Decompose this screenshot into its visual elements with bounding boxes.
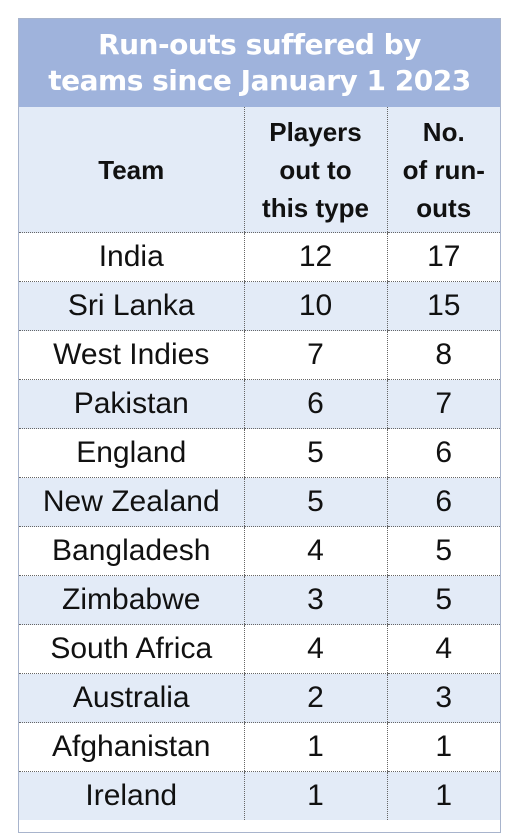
runouts-cell: 6 [386, 428, 500, 478]
runouts-cell: 1 [386, 771, 500, 820]
column-header-players-out-line: this type [262, 192, 369, 223]
team-cell: India [19, 232, 244, 282]
column-header-runouts-line: outs [416, 192, 472, 223]
team-cell: Bangladesh [19, 526, 244, 576]
column-header-players-out: Players out to this type [243, 107, 387, 233]
runouts-cell: 8 [386, 330, 500, 380]
players-out-cell: 4 [243, 624, 387, 674]
runouts-cell: 4 [386, 624, 500, 674]
players-out-cell: 1 [243, 771, 387, 820]
column-header-team-line: Team [98, 154, 165, 185]
table-row: South Africa 4 4 [19, 624, 500, 674]
runouts-cell: 7 [386, 379, 500, 429]
team-cell: Sri Lanka [19, 281, 244, 331]
runouts-cell: 5 [386, 526, 500, 576]
players-out-cell: 4 [243, 526, 387, 576]
players-out-cell: 10 [243, 281, 387, 331]
players-out-cell: 5 [243, 428, 387, 478]
column-header-players-out-line: out to [279, 154, 352, 185]
column-header-runouts: No. of run- outs [386, 107, 500, 233]
runouts-cell: 17 [386, 232, 500, 282]
team-cell: South Africa [19, 624, 244, 674]
table-body: India 12 17 Sri Lanka 10 15 West Indies 7 8 Pakis… [19, 232, 500, 820]
team-cell: England [19, 428, 244, 478]
table-title-line-2: teams since January 1 2023 [48, 64, 471, 97]
table-row: Zimbabwe 3 5 [19, 575, 500, 625]
table-row: Ireland 1 1 [19, 771, 500, 820]
table-row: New Zealand 5 6 [19, 477, 500, 527]
team-cell: Zimbabwe [19, 575, 244, 625]
table-card: Run-outs suffered by teams since January… [18, 18, 501, 833]
column-header-team: Team [19, 107, 244, 233]
table-row: Afghanistan 1 1 [19, 722, 500, 772]
table-title: Run-outs suffered by teams since January… [19, 19, 500, 107]
column-header-players-out-line: Players [269, 116, 362, 147]
team-cell: West Indies [19, 330, 244, 380]
team-cell: Ireland [85, 779, 178, 812]
table-header-row: Team Players out to this type No. of run… [19, 107, 500, 233]
runouts-cell: 1 [386, 722, 500, 772]
column-header-runouts-line: of run- [402, 154, 485, 185]
table-row: India 12 17 [19, 232, 500, 282]
table-row: Pakistan 6 7 [19, 379, 500, 429]
table-row: Bangladesh 4 5 [19, 526, 500, 576]
players-out-cell: 5 [243, 477, 387, 527]
team-cell: Australia [19, 673, 244, 723]
runouts-cell: 6 [386, 477, 500, 527]
runouts-table: Team Players out to this type No. of run… [19, 107, 500, 820]
players-out-cell: 1 [243, 722, 387, 772]
players-out-cell: 7 [243, 330, 387, 380]
team-cell: Pakistan [19, 379, 244, 429]
team-cell: New Zealand [19, 477, 244, 527]
column-header-runouts-line: No. [422, 116, 465, 147]
team-cell: Afghanistan [19, 722, 244, 772]
table-row: Sri Lanka 10 15 [19, 281, 500, 331]
table-row: Australia 2 3 [19, 673, 500, 723]
players-out-cell: 3 [243, 575, 387, 625]
runouts-cell: 3 [386, 673, 500, 723]
table-row: England 5 6 [19, 428, 500, 478]
runouts-cell: 15 [386, 281, 500, 331]
runouts-cell: 5 [386, 575, 500, 625]
table-title-line-1: Run-outs suffered by [98, 28, 421, 61]
players-out-cell: 6 [243, 379, 387, 429]
table-row: West Indies 7 8 [19, 330, 500, 380]
players-out-cell: 12 [243, 232, 387, 282]
players-out-cell: 2 [243, 673, 387, 723]
